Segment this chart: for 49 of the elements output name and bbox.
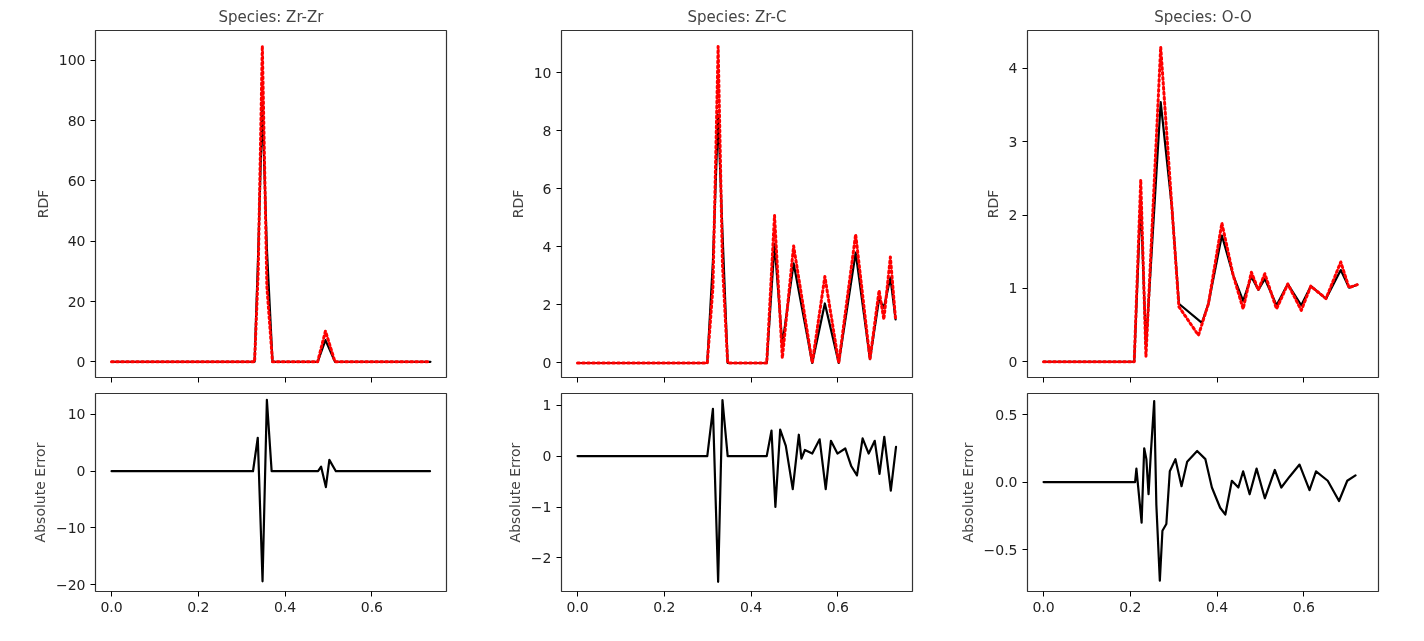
y-tick-label: 8 [542,122,552,139]
y-axis-title: Absolute Error [506,442,523,543]
x-tick-label: 0.6 [1292,598,1316,615]
y-tick-label: −0.5 [983,541,1018,558]
x-tick-label: 0.4 [739,598,763,615]
y-axis-title: RDF [984,189,1001,219]
x-tick-label: 0.6 [826,598,850,615]
y-tick-label: 4 [542,238,552,255]
y-tick-label: 6 [542,180,552,197]
chart-title: Species: Zr-Zr [218,7,325,26]
x-tick-label: 0.4 [273,598,297,615]
x-tick-label: 0.2 [1119,598,1142,615]
y-tick-label: −20 [55,576,86,593]
x-tick-label: 0.6 [360,598,384,615]
y-tick-label: 40 [67,233,86,250]
y-tick-label: −1 [530,499,552,516]
y-tick-label: 0 [542,354,552,371]
y-tick-label: 100 [58,52,86,69]
y-tick-label: 10 [67,406,86,423]
y-axis-title: Absolute Error [959,442,976,543]
y-tick-label: 0 [1008,353,1018,370]
y-tick-label: 0 [76,463,86,480]
y-tick-label: 2 [1008,207,1018,223]
x-tick-label: 0.0 [100,598,123,615]
y-tick-label: 0 [76,353,86,370]
chart-title: Species: Zr-C [687,7,787,26]
y-tick-label: −2 [530,549,552,566]
y-tick-label: 1 [1008,280,1018,297]
y-tick-label: −10 [55,519,86,536]
y-tick-label: 4 [1008,60,1018,77]
y-axis-title: Absolute Error [31,442,48,543]
x-tick-label: 0.0 [1032,598,1055,615]
x-tick-label: 0.0 [566,598,589,615]
y-axis-title: RDF [34,189,51,219]
y-axis-title: RDF [509,189,526,219]
x-tick-label: 0.4 [1205,598,1229,615]
y-tick-label: 20 [67,293,86,310]
y-tick-label: 0 [542,448,552,465]
chart-title: Species: O-O [1154,7,1252,26]
y-tick-label: 60 [67,172,86,189]
y-tick-label: 0.0 [995,474,1018,491]
y-tick-label: 2 [542,296,552,313]
y-tick-label: 80 [67,112,86,129]
y-tick-label: 1 [542,397,552,414]
y-tick-label: 10 [533,64,552,81]
y-tick-label: 0.5 [995,406,1018,423]
x-tick-label: 0.2 [187,598,210,615]
x-tick-label: 0.2 [653,598,676,615]
y-tick-label: 3 [1008,133,1018,150]
